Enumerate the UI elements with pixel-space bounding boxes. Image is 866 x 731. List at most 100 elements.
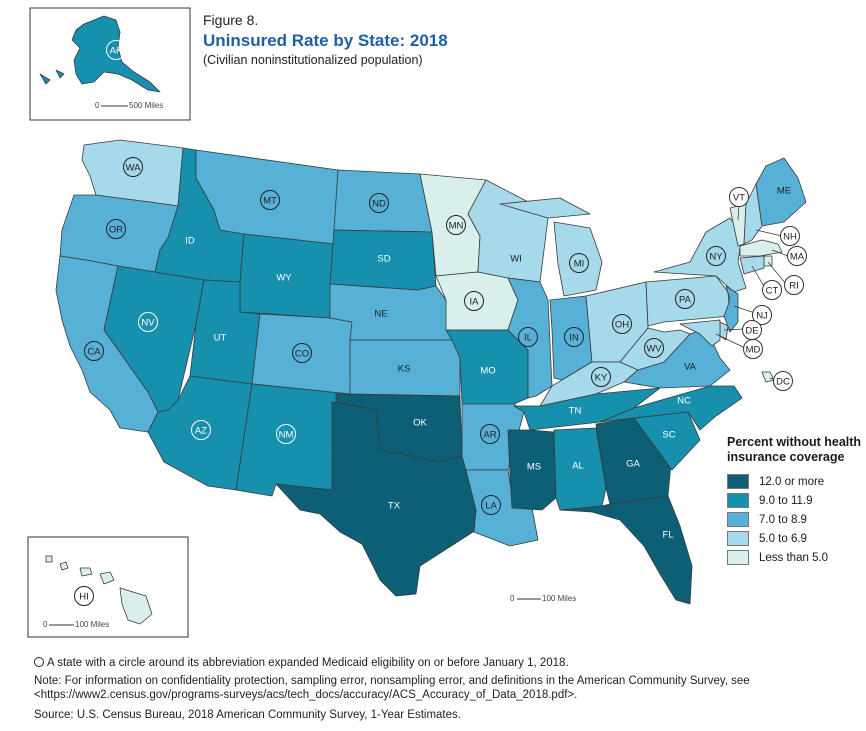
medicaid-circle-icon xyxy=(260,190,280,210)
state-label-co: CO xyxy=(295,349,309,360)
state-label-fl: FL xyxy=(662,530,673,541)
legend-title: Percent without health insurance coverag… xyxy=(727,435,862,464)
state-tx xyxy=(275,401,477,597)
medicaid-circle-icon xyxy=(780,226,800,246)
state-label-tn: TN xyxy=(569,406,582,417)
states-layer xyxy=(39,15,807,625)
state-ct xyxy=(739,255,765,275)
state-ak xyxy=(39,15,161,93)
state-label-ok: OK xyxy=(413,418,427,429)
state-fl xyxy=(559,495,693,605)
state-label-ne: NE xyxy=(374,309,387,320)
state-ma xyxy=(739,239,783,257)
note-text: Note: For information on confidentiality… xyxy=(34,675,750,701)
medicaid-circle-icon xyxy=(292,343,312,363)
state-label-in: IN xyxy=(569,333,579,344)
alaska-scale-zero: 0 xyxy=(95,101,100,110)
state-label-or: OR xyxy=(109,225,123,236)
medicaid-circle-icon xyxy=(729,187,749,207)
state-label-ak: AK xyxy=(110,46,123,57)
state-label-mo: MO xyxy=(480,366,495,377)
leader-line xyxy=(771,249,789,257)
medicaid-circle-icon xyxy=(481,495,501,515)
medicaid-circle-icon xyxy=(106,219,126,239)
medicaid-circle-icon xyxy=(743,339,763,359)
state-label-sd: SD xyxy=(377,254,390,265)
state-labels-layer: AK HI WA OR CA NV ID MT WY UT AZ CO NM ND SD NE KS OK TX MN… xyxy=(74,40,807,606)
state-nj xyxy=(723,285,739,333)
state-label-ny: NY xyxy=(709,252,723,263)
state-label-ms: MS xyxy=(527,462,541,473)
medicaid-circle-icon xyxy=(123,157,143,177)
medicaid-circle-icon xyxy=(762,280,782,300)
legend-swatch xyxy=(727,531,749,546)
state-label-il: IL xyxy=(524,333,532,344)
legend-item: Less than 5.0 xyxy=(727,549,862,566)
state-label-id: ID xyxy=(185,236,195,247)
legend-item-label: 7.0 to 8.9 xyxy=(759,513,807,526)
legend-item-label: 12.0 or more xyxy=(759,475,825,488)
figure-label: Figure 8. xyxy=(203,12,259,28)
circle-note-text: A state with a circle around its abbrevi… xyxy=(47,657,569,669)
state-label-ky: KY xyxy=(595,373,608,384)
medicaid-circle-icon xyxy=(612,314,632,334)
medicaid-circle-icon xyxy=(106,40,126,60)
state-label-az: AZ xyxy=(195,426,207,437)
hawaii-scale-label: 100 Miles xyxy=(75,620,109,629)
state-la xyxy=(465,469,539,547)
hawaii-inset-frame xyxy=(27,536,189,638)
leader-line xyxy=(737,204,740,221)
medicaid-circle-icon xyxy=(464,291,484,311)
state-label-md: MD xyxy=(746,345,761,356)
medicaid-circle-icon xyxy=(784,275,804,295)
medicaid-circle-icon xyxy=(138,312,158,332)
medicaid-circle-icon xyxy=(787,246,807,266)
medicaid-circle-icon xyxy=(191,420,211,440)
state-me xyxy=(755,157,807,227)
alaska-scale-bar: 0 500 Miles xyxy=(95,101,163,110)
state-label-ar: AR xyxy=(483,430,496,441)
figure-subtitle: (Civilian noninstitutionalized populatio… xyxy=(203,53,423,67)
state-label-nv: NV xyxy=(141,318,155,329)
state-label-me: ME xyxy=(777,186,791,197)
state-il xyxy=(507,277,553,399)
leader-line xyxy=(715,333,746,349)
state-label-ga: GA xyxy=(626,459,640,470)
state-label-pa: PA xyxy=(679,295,692,306)
medicaid-circle-icon xyxy=(675,289,695,309)
medicaid-circle-icon xyxy=(706,246,726,266)
medicaid-circle-icon xyxy=(773,371,793,391)
legend-item: 9.0 to 11.9 xyxy=(727,492,862,509)
state-ri xyxy=(763,255,773,267)
state-label-nm: NM xyxy=(279,430,294,441)
legend-swatch xyxy=(727,474,749,489)
medicaid-circle-icon xyxy=(591,367,611,387)
leader-line xyxy=(723,328,745,331)
legend-swatch xyxy=(727,493,749,508)
state-label-nj: NJ xyxy=(756,311,768,322)
medicaid-circle-icon xyxy=(480,424,500,444)
state-mi xyxy=(499,197,603,297)
state-label-va: VA xyxy=(684,362,697,373)
legend-item: 5.0 to 6.9 xyxy=(727,530,862,547)
state-wy xyxy=(239,233,335,319)
leader-line xyxy=(733,305,756,314)
state-label-la: LA xyxy=(485,501,497,512)
state-de xyxy=(719,321,729,341)
figure-title: Uninsured Rate by State: 2018 xyxy=(203,31,448,50)
state-ks xyxy=(349,339,461,397)
state-nc xyxy=(599,385,743,431)
state-label-wv: WV xyxy=(646,344,662,355)
state-dc xyxy=(761,371,775,383)
medicaid-circle-icon xyxy=(518,327,538,347)
hawaii-scale-bar: 0 100 Miles xyxy=(43,620,109,629)
circle-icon xyxy=(34,657,44,667)
state-hi xyxy=(45,555,153,625)
hawaii-scale-zero: 0 xyxy=(43,620,48,629)
state-label-ks: KS xyxy=(398,364,411,375)
medicaid-circle-icon xyxy=(84,341,104,361)
state-label-ia: IA xyxy=(470,297,480,308)
alaska-scale-label: 500 Miles xyxy=(129,101,163,110)
state-label-nc: NC xyxy=(677,396,691,407)
conus-scale-bar: 0 100 Miles xyxy=(510,594,576,603)
